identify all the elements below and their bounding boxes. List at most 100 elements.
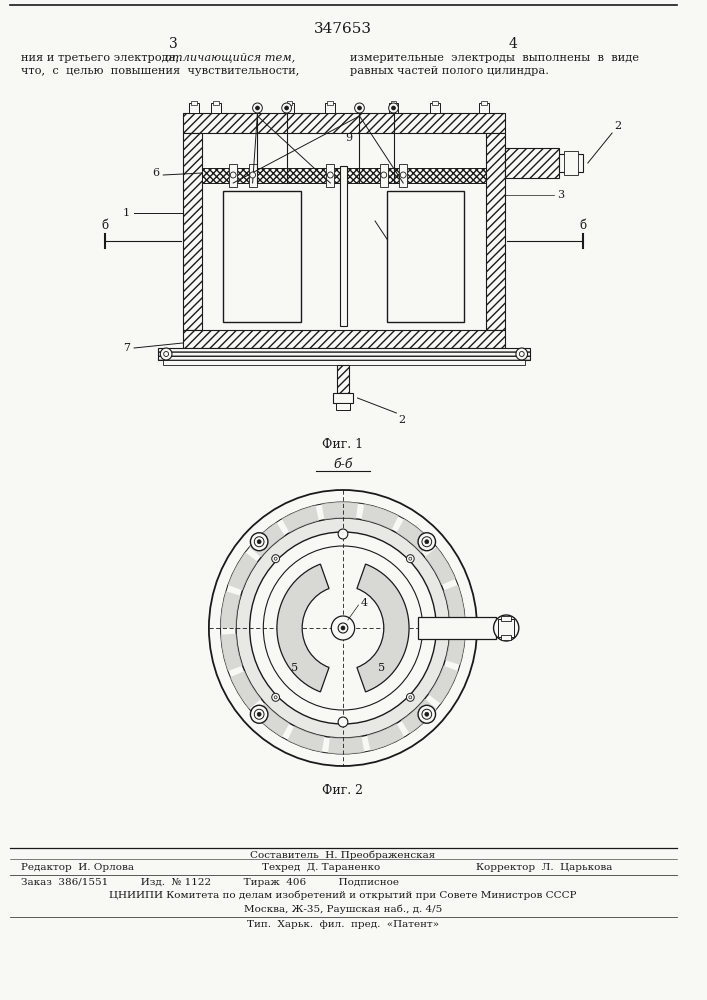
Wedge shape <box>328 736 364 754</box>
Bar <box>229 164 237 187</box>
Text: Фиг. 1: Фиг. 1 <box>322 438 363 451</box>
Text: ЦНИИПИ Комитета по делам изобретений и открытий при Совете Министров СССР: ЦНИИПИ Комитета по делам изобретений и о… <box>109 891 577 900</box>
Bar <box>249 164 257 187</box>
Circle shape <box>274 696 277 699</box>
Circle shape <box>255 537 264 547</box>
Circle shape <box>250 532 436 724</box>
Text: 9: 9 <box>345 133 352 143</box>
Circle shape <box>422 709 432 719</box>
Bar <box>501 635 511 640</box>
Text: 7: 7 <box>123 343 130 353</box>
Circle shape <box>418 705 436 723</box>
Bar <box>192 101 197 105</box>
Text: 2: 2 <box>614 121 621 131</box>
Bar <box>563 151 578 175</box>
Circle shape <box>285 106 288 110</box>
Bar <box>336 403 350 410</box>
Text: 3: 3 <box>556 190 564 200</box>
Bar <box>498 619 514 637</box>
Text: Корректор  Л.  Царькова: Корректор Л. Царькова <box>476 863 612 872</box>
Wedge shape <box>221 634 243 671</box>
Circle shape <box>274 557 277 560</box>
Circle shape <box>230 172 236 178</box>
Text: Редактор  И. Орлова: Редактор И. Орлова <box>21 863 134 872</box>
Bar <box>399 164 407 187</box>
Circle shape <box>425 712 428 716</box>
Circle shape <box>493 615 519 641</box>
Bar <box>506 148 559 178</box>
Text: б: б <box>101 219 108 232</box>
Wedge shape <box>282 505 319 533</box>
Bar <box>182 133 202 330</box>
Circle shape <box>355 103 364 113</box>
Bar <box>158 348 530 360</box>
Circle shape <box>381 172 387 178</box>
Bar <box>431 103 440 113</box>
Text: 5: 5 <box>291 663 298 673</box>
Bar <box>182 330 506 348</box>
Circle shape <box>209 490 477 766</box>
Bar <box>189 103 199 113</box>
Text: 4: 4 <box>394 248 401 258</box>
Wedge shape <box>367 723 404 751</box>
Bar <box>387 191 464 322</box>
Wedge shape <box>322 502 358 520</box>
Text: отличающийся тем,: отличающийся тем, <box>165 53 296 63</box>
Circle shape <box>407 555 414 563</box>
Circle shape <box>257 540 261 544</box>
Text: Техред  Д. Тараненко: Техред Д. Тараненко <box>262 863 380 872</box>
Circle shape <box>263 546 423 710</box>
Circle shape <box>407 693 414 701</box>
Bar <box>223 191 301 322</box>
Wedge shape <box>230 671 261 709</box>
Text: 5: 5 <box>432 330 439 340</box>
Circle shape <box>332 616 355 640</box>
Circle shape <box>327 172 333 178</box>
Wedge shape <box>397 519 433 553</box>
Text: Тип.  Харьк.  фил.  пред.  «Патент»: Тип. Харьк. фил. пред. «Патент» <box>247 920 439 929</box>
Wedge shape <box>253 703 290 737</box>
Circle shape <box>389 103 398 113</box>
Bar <box>182 113 506 133</box>
Text: ния и третьего электрода,: ния и третьего электрода, <box>21 53 183 63</box>
Wedge shape <box>228 552 257 590</box>
Text: Заказ  386/1551          Изд.  № 1122          Тираж  406          Подписное: Заказ 386/1551 Изд. № 1122 Тираж 406 Под… <box>21 878 399 887</box>
Bar <box>333 393 353 403</box>
Circle shape <box>250 705 268 723</box>
Bar <box>481 101 487 105</box>
Circle shape <box>282 103 291 113</box>
Bar <box>340 166 347 326</box>
Circle shape <box>392 106 395 110</box>
Text: Составитель  Н. Преображенская: Составитель Н. Преображенская <box>250 851 436 860</box>
Circle shape <box>358 106 361 110</box>
Text: что,  с  целью  повышения  чувствительности,: что, с целью повышения чувствительности, <box>21 66 300 76</box>
Wedge shape <box>249 522 285 557</box>
Circle shape <box>418 533 436 551</box>
Circle shape <box>221 502 465 754</box>
Wedge shape <box>428 666 458 704</box>
Bar <box>486 133 506 330</box>
Text: б: б <box>580 219 587 232</box>
Text: Москва, Ж-35, Раушская наб., д. 4/5: Москва, Ж-35, Раушская наб., д. 4/5 <box>244 904 442 914</box>
Bar <box>163 360 525 365</box>
Bar <box>380 164 387 187</box>
Circle shape <box>422 537 432 547</box>
Text: 6: 6 <box>152 168 159 178</box>
Circle shape <box>250 172 255 178</box>
Circle shape <box>250 533 268 551</box>
Circle shape <box>257 712 261 716</box>
Circle shape <box>425 540 428 544</box>
Wedge shape <box>357 564 409 692</box>
Text: 347653: 347653 <box>314 22 372 36</box>
Circle shape <box>338 717 348 727</box>
Circle shape <box>400 172 406 178</box>
Circle shape <box>409 557 411 560</box>
Text: 3: 3 <box>168 37 177 51</box>
Wedge shape <box>445 628 465 665</box>
Circle shape <box>252 103 262 113</box>
Bar <box>433 101 438 105</box>
Text: равных частей полого цилиндра.: равных частей полого цилиндра. <box>350 66 549 76</box>
Bar <box>389 103 398 113</box>
Bar <box>285 103 294 113</box>
Wedge shape <box>361 504 399 530</box>
